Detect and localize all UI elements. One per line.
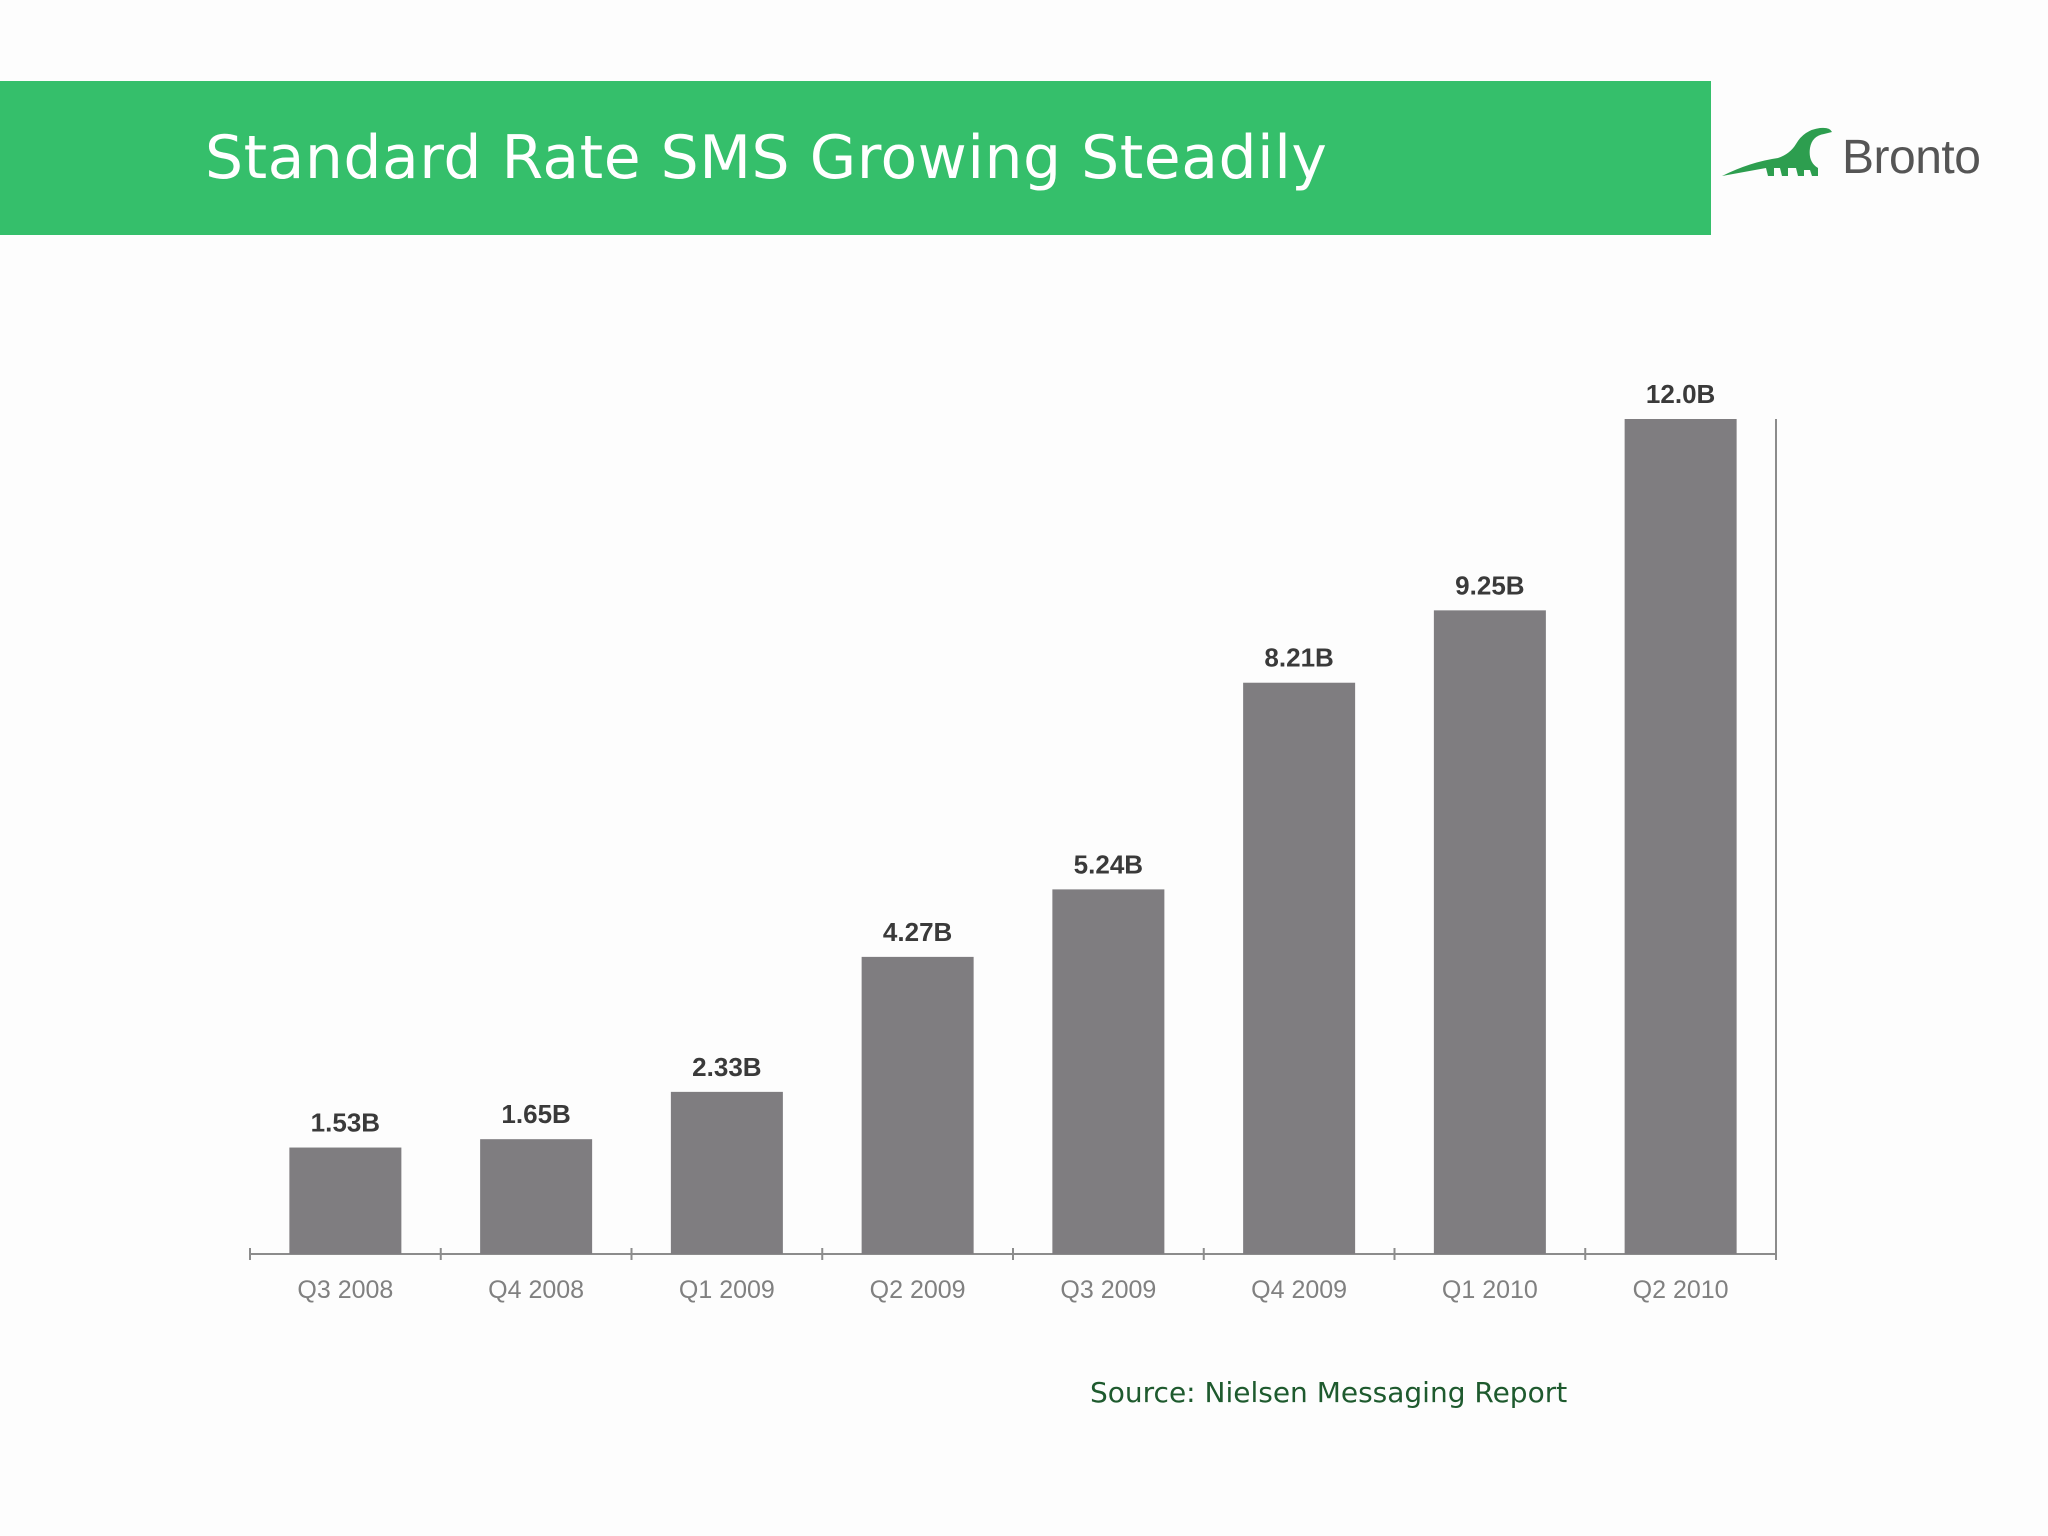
data-label: 1.53B [311, 1108, 380, 1138]
source-note: Source: Nielsen Messaging Report [1090, 1376, 1568, 1409]
data-label: 5.24B [1074, 849, 1143, 879]
page-title: Standard Rate SMS Growing Steadily [205, 123, 1328, 193]
x-tick-label: Q2 2010 [1633, 1276, 1729, 1304]
data-label: 12.0B [1646, 379, 1715, 409]
x-tick-label: Q4 2008 [488, 1276, 584, 1304]
bar [1052, 889, 1165, 1254]
header-bar: Standard Rate SMS Growing Steadily [0, 81, 1711, 235]
data-label: 2.33B [692, 1052, 761, 1082]
data-label: 8.21B [1264, 643, 1333, 673]
x-tick-label: Q4 2009 [1251, 1276, 1347, 1304]
x-tick-label: Q2 2009 [870, 1276, 966, 1304]
bar [480, 1139, 593, 1254]
bar [1243, 682, 1356, 1254]
data-label: 1.65B [501, 1099, 570, 1129]
bar [861, 956, 974, 1254]
brand-name: Bronto [1842, 131, 1981, 184]
data-label: 4.27B [883, 917, 952, 947]
bar [1624, 419, 1737, 1254]
bar [1433, 610, 1546, 1254]
x-tick-label: Q3 2009 [1060, 1276, 1156, 1304]
brontosaurus-logo-icon [1722, 127, 1832, 176]
data-label: 9.25B [1455, 570, 1524, 600]
bar [670, 1091, 783, 1254]
x-tick-label: Q1 2009 [679, 1276, 775, 1304]
brand-logo: Bronto [1720, 118, 2020, 198]
x-tick-label: Q1 2010 [1442, 1276, 1538, 1304]
bar [289, 1147, 402, 1254]
x-tick-label: Q3 2008 [297, 1276, 393, 1304]
